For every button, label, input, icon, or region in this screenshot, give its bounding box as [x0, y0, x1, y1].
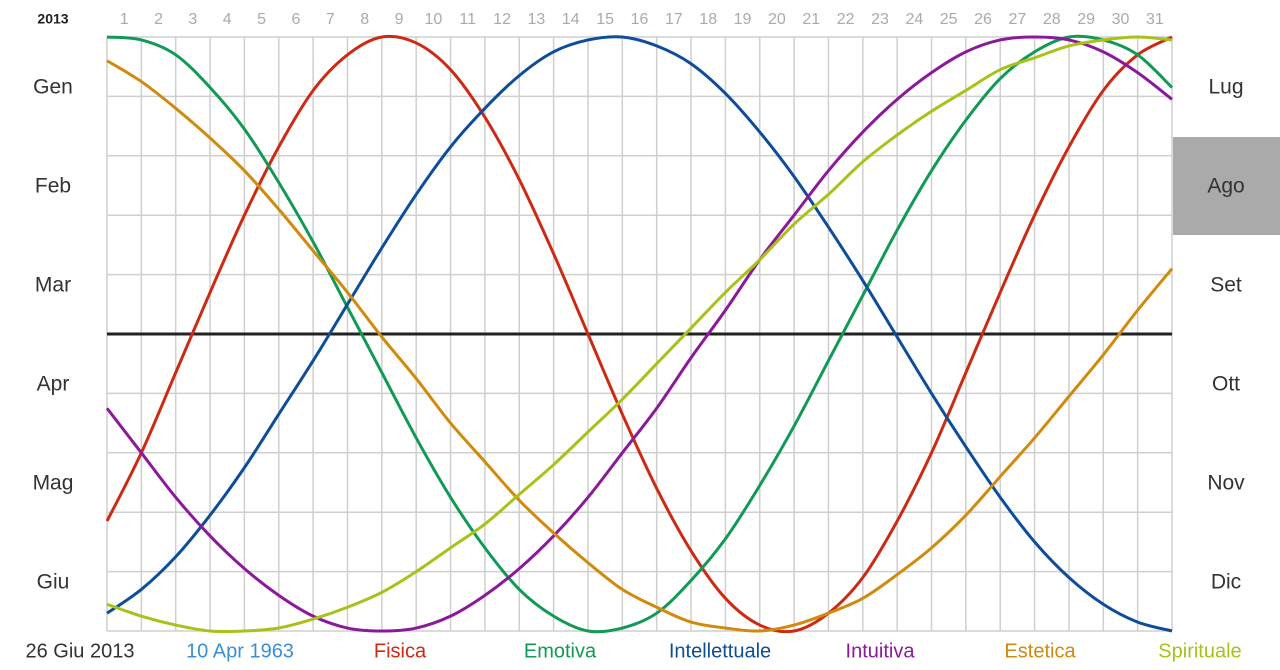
day-label: 26 [974, 11, 992, 28]
day-label: 6 [291, 11, 300, 28]
day-label: 17 [665, 11, 683, 28]
selected-month-highlight [1173, 137, 1280, 235]
month-button[interactable]: Apr [37, 373, 70, 396]
legend-label: Intellettuale [669, 640, 771, 662]
legend-label: Fisica [374, 640, 427, 662]
legend-label: Estetica [1004, 640, 1076, 662]
biorhythm-curve [106, 34, 1174, 634]
day-label: 8 [360, 11, 369, 28]
month-button[interactable]: Mar [35, 274, 71, 297]
day-label: 25 [940, 11, 958, 28]
month-button[interactable]: Gen [33, 76, 73, 99]
day-label: 13 [528, 11, 546, 28]
day-label: 22 [837, 11, 855, 28]
year: 2013 [37, 11, 68, 27]
day-label: 2 [154, 11, 163, 28]
day-label: 10 [424, 11, 442, 28]
day-label: 9 [395, 11, 404, 28]
biorhythm-curve [105, 34, 1173, 634]
day-label: 5 [257, 11, 266, 28]
day-label: 23 [871, 11, 889, 28]
month-button[interactable]: Ago [1207, 175, 1244, 198]
legend-label: Emotiva [524, 640, 597, 662]
day-label: 27 [1009, 11, 1027, 28]
day-label: 24 [905, 11, 923, 28]
day-label: 16 [631, 11, 649, 28]
biorhythm-curve [106, 35, 1173, 634]
day-label: 29 [1077, 11, 1095, 28]
day-label: 12 [493, 11, 511, 28]
biorhythm-curve [106, 35, 1173, 633]
month-button[interactable]: Giu [37, 571, 70, 594]
month-button[interactable]: Dic [1211, 571, 1241, 594]
day-label: 7 [326, 11, 335, 28]
biorhythm-curve [105, 35, 1173, 633]
day-label: 20 [768, 11, 786, 28]
day-label: 1 [120, 11, 129, 28]
day-label: 15 [596, 11, 614, 28]
day-label: 18 [699, 11, 717, 28]
month-button[interactable]: Lug [1208, 76, 1243, 99]
day-label: 4 [223, 11, 232, 28]
month-button[interactable]: Mag [33, 472, 74, 495]
day-label: 3 [188, 11, 197, 28]
month-button[interactable]: Set [1210, 274, 1242, 297]
birth-date[interactable]: 10 Apr 1963 [186, 640, 294, 662]
day-label: 11 [459, 11, 476, 28]
day-label: 30 [1112, 11, 1130, 28]
current-date[interactable]: 26 Giu 2013 [26, 640, 135, 662]
day-label: 19 [734, 11, 752, 28]
month-button[interactable]: Nov [1207, 472, 1245, 495]
legend-label: Intuitiva [846, 640, 916, 662]
legend-label: Spirituale [1158, 640, 1241, 662]
month-button[interactable]: Ott [1212, 373, 1240, 396]
day-label: 28 [1043, 11, 1061, 28]
day-label: 21 [802, 11, 820, 28]
day-label: 31 [1146, 11, 1164, 28]
month-button[interactable]: Feb [35, 175, 71, 198]
biorhythm-curve [106, 59, 1174, 633]
day-label: 14 [562, 11, 580, 28]
